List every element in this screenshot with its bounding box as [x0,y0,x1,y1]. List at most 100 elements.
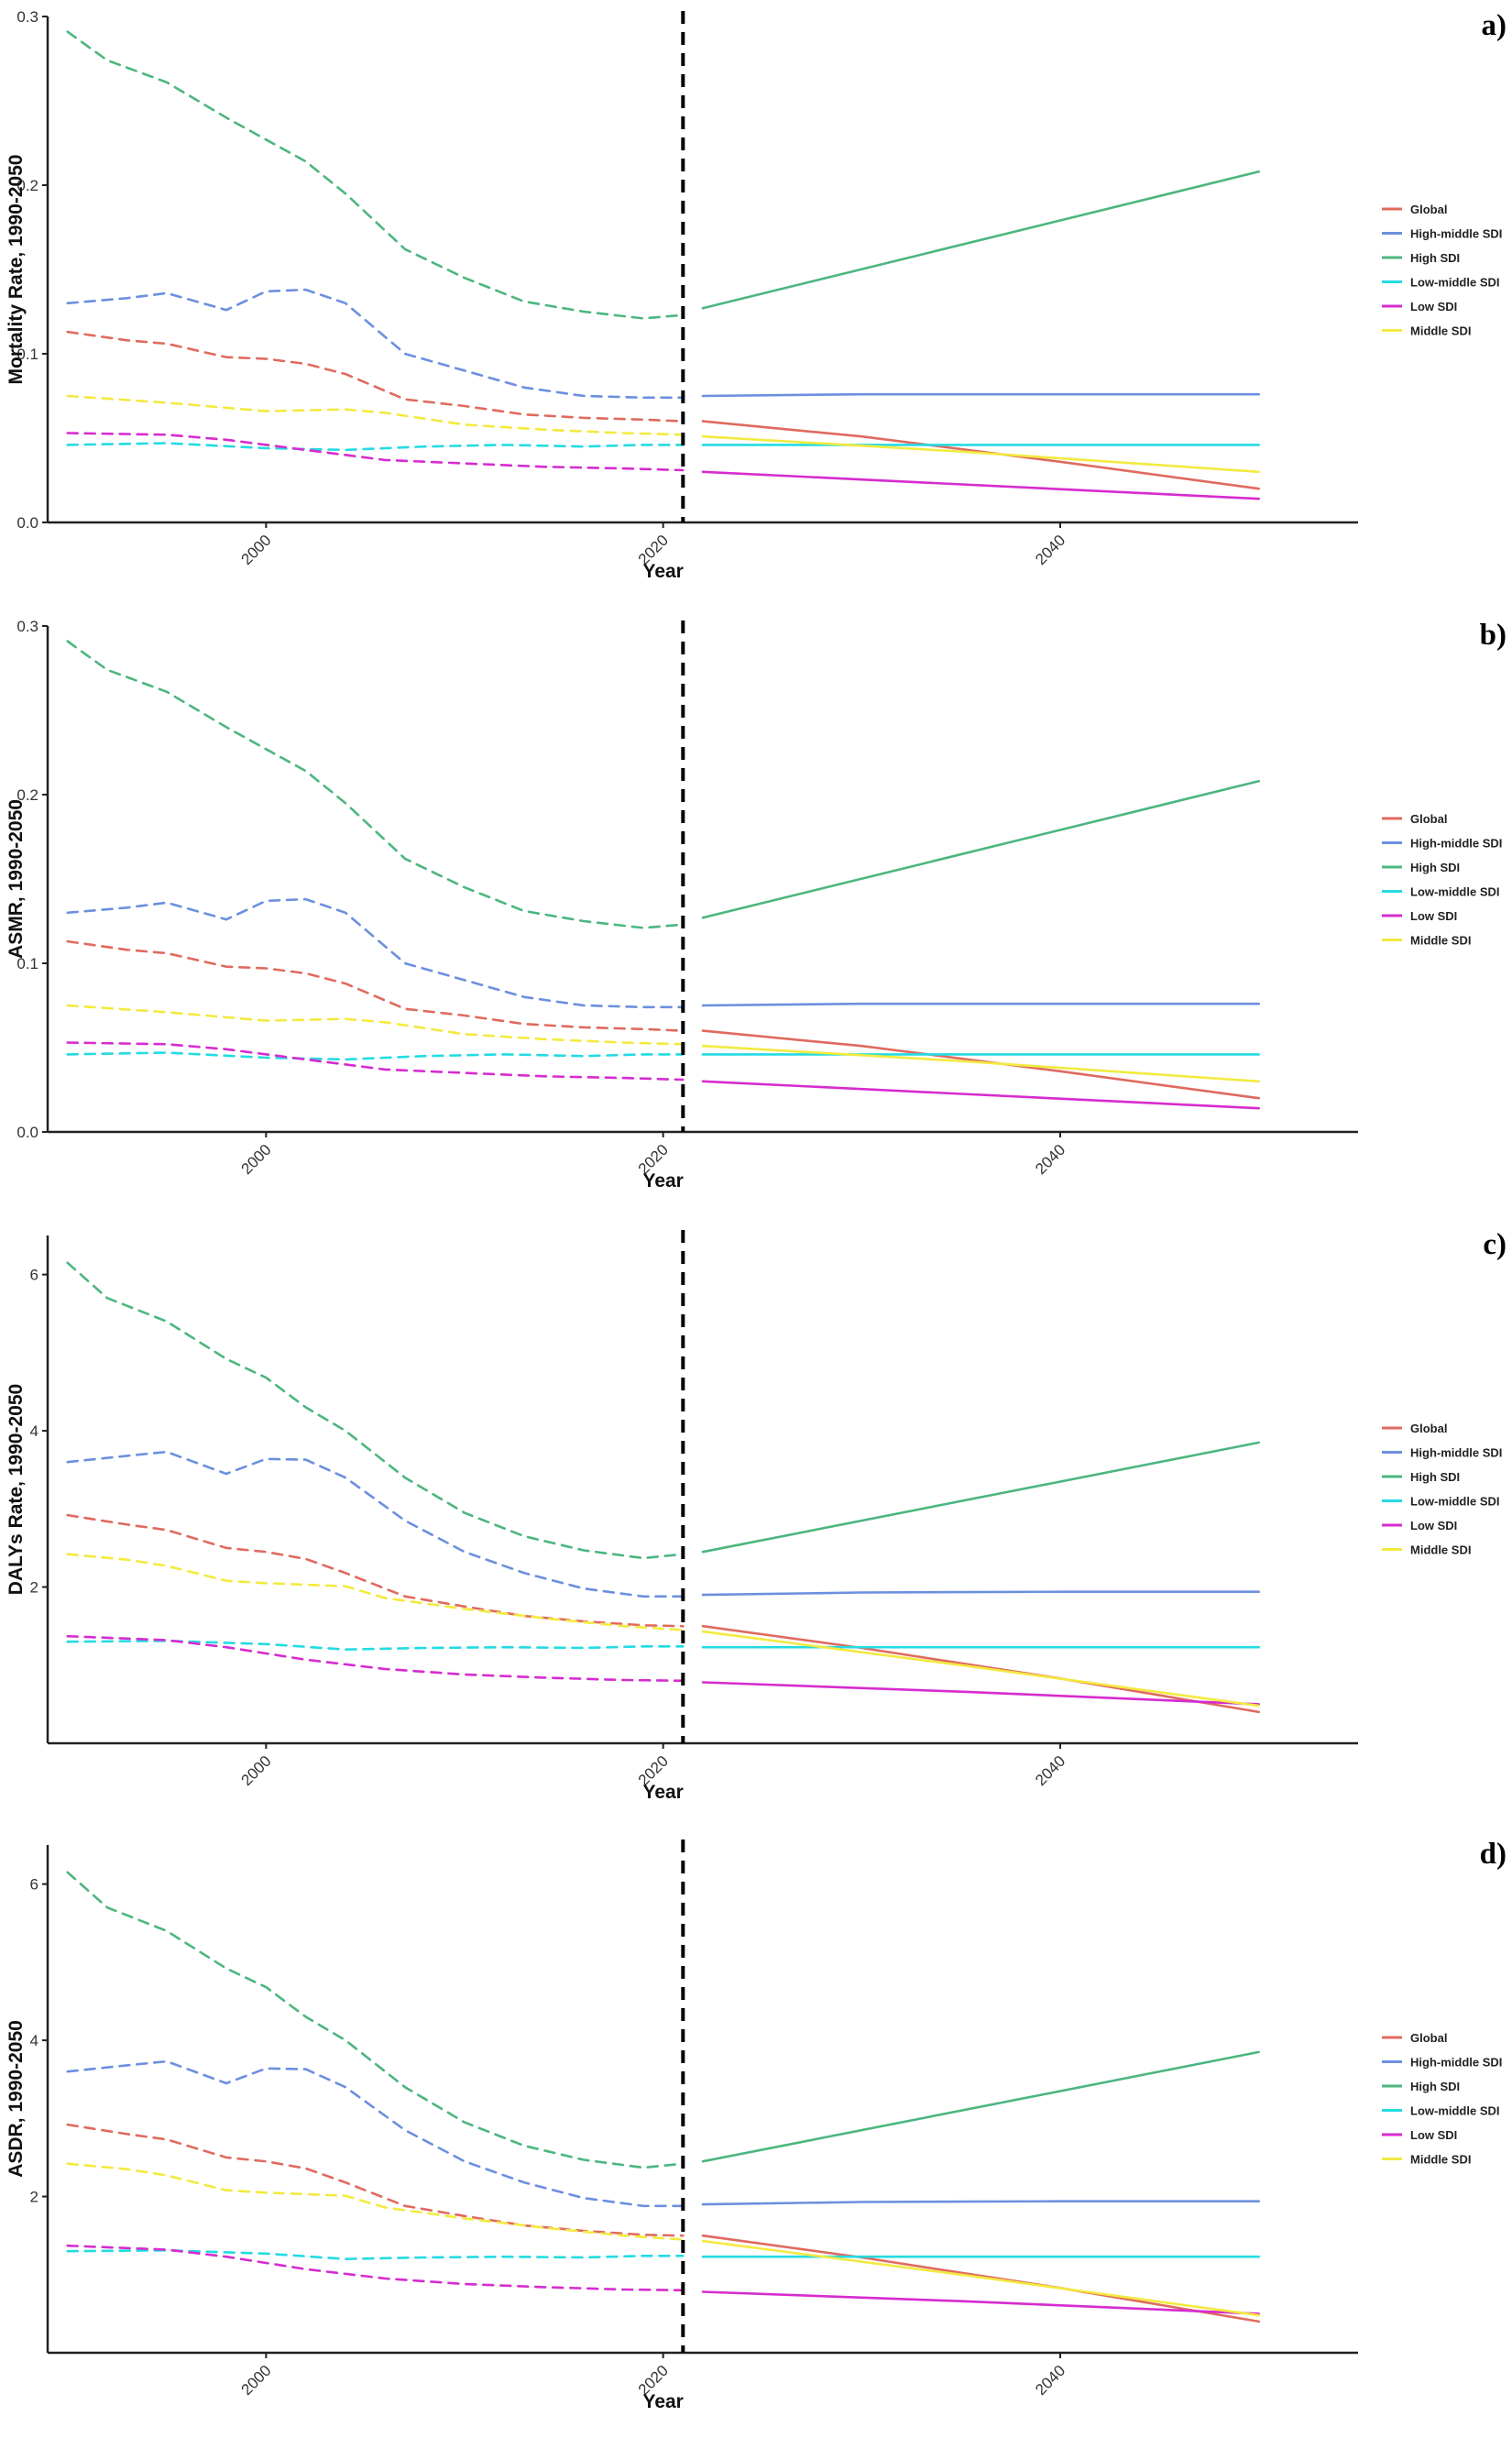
series-line-low-sdi-projection [701,2290,1260,2315]
series-line-global-historical [66,2123,685,2237]
x-tick-label: 2040 [1032,532,1068,568]
legend-label-low-sdi: Low SDI [1410,1519,1457,1532]
x-axis-title: Year [642,2391,683,2412]
series-line-high-middle-sdi-historical [66,897,685,1009]
series-line-high-middle-sdi-historical [66,1450,685,1598]
series-line-low-sdi-projection [701,1681,1260,1706]
y-tick-label: 4 [30,1422,38,1440]
legend-label-high-middle-sdi: High-middle SDI [1410,837,1502,851]
legend-label-low-middle-sdi: Low-middle SDI [1410,1495,1500,1509]
x-tick-label: 2000 [237,532,274,568]
legend-label-low-sdi: Low SDI [1410,909,1457,923]
series-line-middle-sdi-projection [701,1630,1260,1708]
y-tick-label: 0.2 [16,786,38,804]
x-tick-label: 2000 [237,1752,274,1789]
x-tick-label: 2000 [237,2362,274,2399]
legend-label-high-middle-sdi: High-middle SDI [1410,1446,1502,1460]
series-line-global-historical [66,1513,685,1628]
series-line-high-middle-sdi-projection [701,1590,1260,1597]
series-line-low-sdi-historical [66,1634,685,1683]
x-tick-label: 2040 [1032,1752,1068,1789]
x-axis-title: Year [642,1170,683,1192]
y-axis-title: ASDR, 1990-2050 [5,2020,27,2178]
y-axis-title: Mortality Rate, 1990-2050 [5,155,27,385]
legend-label-low-middle-sdi: Low-middle SDI [1410,2104,1500,2118]
panel-label: d) [1480,1838,1507,1871]
series-line-high-sdi-historical [66,1261,685,1560]
y-tick-label: 6 [30,1267,38,1284]
legend-label-high-sdi: High SDI [1410,251,1460,265]
series-line-low-middle-sdi-historical [66,442,685,452]
series-line-high-middle-sdi-projection [701,392,1260,398]
y-tick-label: 6 [30,1876,38,1894]
legend-label-low-sdi: Low SDI [1410,300,1457,313]
legend-label-global: Global [1410,812,1447,826]
y-tick-label: 0.3 [16,618,38,635]
y-tick-label: 0.1 [16,955,38,972]
series-line-high-sdi-historical [66,30,685,320]
series-line-high-middle-sdi-historical [66,2059,685,2208]
y-tick-label: 4 [30,2032,38,2049]
legend: Global High-middle SDI High SDI Low-middle … [1382,812,1502,948]
series-line-high-middle-sdi-projection [701,2200,1260,2206]
y-tick-label: 2 [30,2189,38,2206]
series-line-high-sdi-projection [701,170,1260,310]
series-line-global-projection [701,2234,1260,2323]
legend: Global High-middle SDI High SDI Low-middle … [1382,203,1502,338]
series-line-low-sdi-historical [66,432,685,472]
legend-label-low-middle-sdi: Low-middle SDI [1410,885,1500,899]
y-tick-label: 0.0 [16,1124,38,1141]
series-line-low-sdi-historical [66,1041,685,1082]
panel-label: a) [1482,9,1507,42]
legend-label-middle-sdi: Middle SDI [1410,934,1471,948]
series-line-low-middle-sdi-historical [66,1051,685,1061]
legend-label-high-middle-sdi: High-middle SDI [1410,227,1502,241]
series-line-global-historical [66,330,685,423]
y-axis-title: DALYs Rate, 1990-2050 [5,1384,27,1595]
series-line-middle-sdi-historical [66,1004,685,1046]
y-tick-label: 0.3 [16,8,38,26]
legend-label-low-middle-sdi: Low-middle SDI [1410,276,1500,290]
legend-label-low-sdi: Low SDI [1410,2128,1457,2142]
legend-label-middle-sdi: Middle SDI [1410,324,1471,338]
series-line-low-middle-sdi-historical [66,1640,685,1651]
series-line-high-sdi-projection [701,780,1260,919]
legend-label-middle-sdi: Middle SDI [1410,2153,1471,2167]
series-line-high-sdi-historical [66,1871,685,2169]
series-line-middle-sdi-projection [701,434,1260,474]
series-line-low-sdi-projection [701,1080,1260,1110]
series-line-global-projection [701,1624,1260,1714]
series-line-middle-sdi-historical [66,1553,685,1631]
series-line-high-middle-sdi-projection [701,1002,1260,1007]
panel-label: c) [1483,1228,1507,1261]
series-line-high-sdi-historical [66,640,685,929]
series-line-low-sdi-historical [66,2244,685,2292]
series-line-middle-sdi-historical [66,394,685,436]
x-axis-title: Year [642,561,683,582]
series-line-middle-sdi-projection [701,1044,1260,1083]
legend-label-middle-sdi: Middle SDI [1410,1543,1471,1557]
legend-label-high-sdi: High SDI [1410,2080,1460,2093]
legend-label-high-sdi: High SDI [1410,1470,1460,1484]
y-tick-label: 0.1 [16,346,38,363]
y-tick-label: 0.2 [16,177,38,194]
series-line-high-sdi-projection [701,2050,1260,2163]
x-tick-label: 2040 [1032,2362,1068,2399]
x-tick-label: 2040 [1032,1141,1068,1178]
series-line-middle-sdi-historical [66,2162,685,2241]
series-line-low-sdi-projection [701,470,1260,500]
series-line-global-projection [701,1029,1260,1100]
series-line-global-projection [701,420,1260,490]
series-line-global-historical [66,939,685,1032]
y-tick-label: 2 [30,1579,38,1597]
legend: Global High-middle SDI High SDI Low-middle … [1382,2031,1502,2167]
y-axis-title: ASMR, 1990-2050 [5,799,27,959]
x-axis-title: Year [642,1782,683,1803]
legend-label-global: Global [1410,2031,1447,2045]
legend-label-high-sdi: High SDI [1410,861,1460,874]
legend-label-global: Global [1410,203,1447,216]
